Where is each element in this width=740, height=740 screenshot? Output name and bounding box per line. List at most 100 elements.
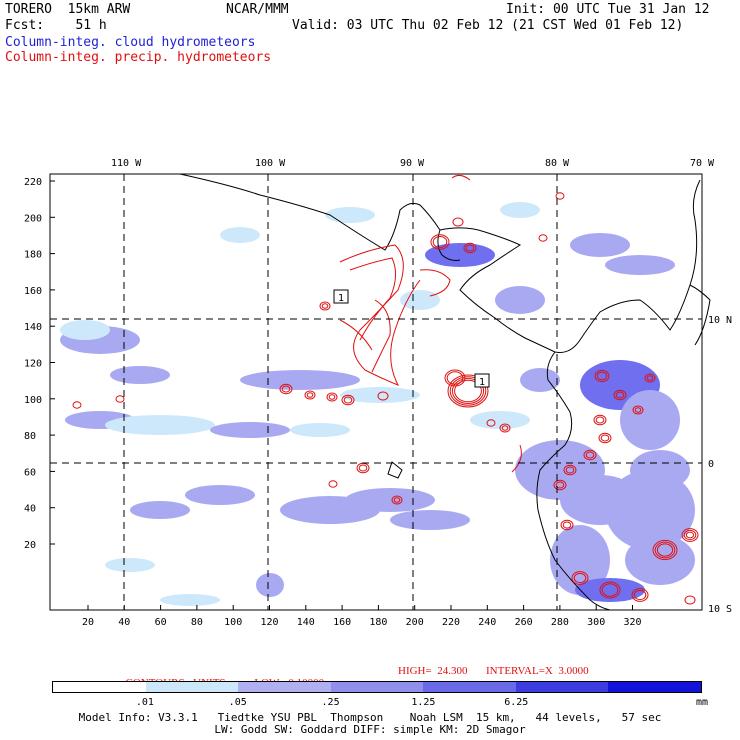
cloud-patch [290, 423, 350, 437]
x-tick-label: 180 [369, 617, 387, 628]
y-tick-label: 120 [24, 359, 42, 370]
x-tick-label: 260 [515, 617, 533, 628]
top-lon-labels: 110 W 100 W 90 W 80 W 70 W [111, 158, 715, 169]
precip-contour [555, 192, 565, 200]
colorbar-swatch [515, 682, 609, 692]
cloud-patch [160, 594, 220, 606]
precip-contour [349, 257, 396, 341]
precip-contour [562, 521, 572, 529]
precip-contour [377, 391, 389, 401]
model-info-line2: LW: Godd SW: Goddard DIFF: simple KM: 2D… [214, 723, 526, 736]
precip-contour [511, 444, 522, 473]
precip-contour [449, 376, 487, 406]
field-cloud-label: Column-integ. cloud hydrometeors [5, 35, 256, 50]
precip-contour [560, 519, 574, 531]
precip-contour [684, 595, 696, 605]
precip-contour [328, 394, 336, 400]
valid-time: Valid: 03 UTC Thu 02 Feb 12 (21 CST Wed … [292, 18, 684, 33]
colorbar-swatch [53, 682, 146, 692]
colorbar [52, 681, 702, 693]
precip-contour [634, 407, 642, 413]
cloud-patch [130, 501, 190, 519]
precip-contour [685, 531, 695, 539]
cloud-patch [390, 510, 470, 530]
precip-contour [681, 528, 699, 542]
precip-contour [465, 244, 475, 252]
init-time: Init: 00 UTC Tue 31 Jan 12 [506, 2, 710, 17]
precip-contour [583, 449, 597, 461]
y-tick-label: 40 [24, 504, 36, 515]
colorbar-swatch [330, 682, 424, 692]
model-info-line1: Model Info: V3.3.1 Tiedtke YSU PBL Thomp… [78, 711, 662, 724]
cloud-patch [105, 558, 155, 572]
cloud-patch [185, 485, 255, 505]
colorbar-tick-label: 6.25 [504, 697, 529, 708]
model-name: TORERO 15km ARW [5, 2, 131, 17]
precip-contour [593, 414, 607, 426]
precip-contour [304, 390, 316, 400]
precip-contour [555, 481, 565, 489]
colorbar-unit: mm [695, 697, 709, 708]
cloud-patch [500, 202, 540, 218]
precip-contour [563, 464, 577, 476]
y-tick-label: 180 [24, 250, 42, 261]
precip-contour [594, 369, 610, 383]
lon-label-110w: 110 W [111, 158, 142, 169]
colorbar-swatch [608, 682, 702, 692]
precip-contour [306, 392, 314, 398]
y-tick-label: 220 [24, 177, 42, 188]
x-tick-label: 240 [478, 617, 496, 628]
precip-contour [343, 396, 353, 404]
coastlines [179, 173, 711, 611]
colorbar-swatch [238, 682, 331, 692]
precip-contour [115, 395, 125, 403]
precip-contour [596, 371, 608, 381]
precip-contour [499, 423, 511, 433]
precip-contour [585, 451, 595, 459]
cloud-patch [470, 411, 530, 429]
precip-contour [446, 371, 464, 385]
precip-contour [391, 495, 403, 505]
precip-contour [595, 416, 605, 424]
cloud-patch [605, 255, 675, 275]
precip-contour [652, 539, 678, 561]
cloud-patch [60, 320, 110, 340]
precip-contour [565, 466, 575, 474]
contour-label-2-text: 1 [479, 377, 485, 388]
precip-contour [600, 434, 610, 442]
y-tick-label: 80 [24, 431, 36, 442]
precip-contour [321, 303, 329, 309]
cloud-patch [620, 390, 680, 450]
right-lat-labels: 10 N 0 10 S [708, 315, 732, 615]
precip-contour [599, 581, 621, 599]
bottom-x-ticks: 20 40 60 80 100 120 140 160 180 200 220 240 260 280 30… [82, 605, 642, 628]
map-frame [49, 173, 703, 611]
cloud-field [60, 202, 695, 606]
lon-label-100w: 100 W [255, 158, 286, 169]
y-tick-label: 200 [24, 213, 42, 224]
precip-contour [341, 394, 355, 406]
colorbar-tick-label: .01 [135, 697, 154, 708]
precip-contour [633, 589, 647, 601]
x-tick-label: 300 [587, 617, 605, 628]
precip-contour [654, 541, 676, 559]
cloud-patch [575, 578, 645, 602]
precip-contour [646, 375, 654, 381]
precip-contour [371, 299, 391, 373]
cloud-patch [256, 573, 284, 597]
colorbar-swatch [423, 682, 516, 692]
map-canvas: 110 W 100 W 90 W 80 W 70 W 1 1 220 200 180… [24, 158, 732, 628]
precip-contour [613, 389, 627, 401]
cloud-patch [105, 415, 215, 435]
cloud-patch [570, 233, 630, 257]
precip-contour [393, 497, 401, 503]
lon-label-90w: 90 W [400, 158, 425, 169]
precip-contour [358, 464, 368, 472]
contour-label-1: 1 [333, 289, 349, 304]
lat-label-0: 0 [708, 459, 714, 470]
graticule [50, 174, 702, 610]
precip-contour [454, 379, 482, 403]
precip-contour [447, 374, 489, 408]
cloud-patch [605, 470, 695, 550]
precip-contour [632, 405, 644, 415]
